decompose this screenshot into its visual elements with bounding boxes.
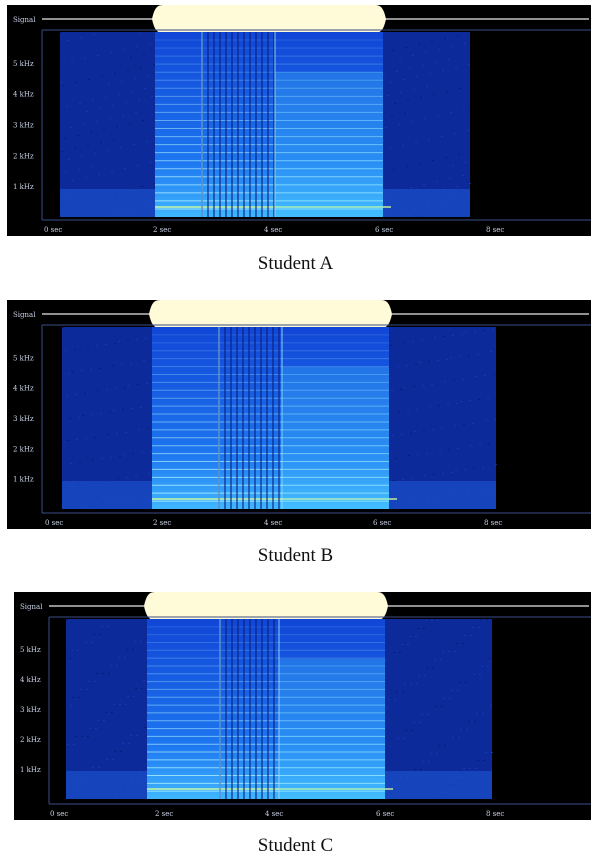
- y-tick-label: 2 kHz: [20, 736, 41, 744]
- y-tick-label: 3 kHz: [13, 122, 34, 130]
- y-tick-label: 1 kHz: [20, 766, 41, 774]
- y-tick-label: 4 kHz: [20, 676, 41, 684]
- x-tick-label: 8 sec: [486, 810, 504, 818]
- y-tick-label: 5 kHz: [20, 646, 41, 654]
- signal-label: Signal: [13, 16, 36, 24]
- x-tick-label: 2 sec: [153, 519, 171, 527]
- signal-envelope: [152, 5, 386, 33]
- x-tick-label: 0 sec: [45, 519, 63, 527]
- y-tick-label: 2 kHz: [13, 152, 34, 160]
- signal-label: Signal: [20, 603, 43, 611]
- spectrogram-a: Signal 5 kHz 4 kHz 3 kHz 2 kHz 1 kHz 0 sec 2 se…: [13, 5, 591, 234]
- voiced-region: [152, 327, 389, 509]
- y-tick-label: 4 kHz: [13, 385, 34, 393]
- x-tick-label: 8 sec: [484, 519, 502, 527]
- y-tick-label: 4 kHz: [13, 91, 34, 99]
- spectrogram-frame-b: Signal 5 kHz 4 kHz 3 kHz 2 kHz 1 kHz 0 sec 2 se…: [7, 300, 591, 529]
- spectrogram-frame-c: Signal 5 kHz 4 kHz 3 kHz 2 kHz 1 kHz 0 sec 2 se…: [14, 592, 591, 820]
- spectrogram-b: Signal 5 kHz 4 kHz 3 kHz 2 kHz 1 kHz 0 sec 2 se…: [13, 300, 591, 527]
- y-tick-label: 3 kHz: [13, 415, 34, 423]
- x-tick-label: 6 sec: [375, 226, 393, 234]
- y-tick-label: 1 kHz: [13, 476, 34, 484]
- x-tick-label: 6 sec: [373, 519, 391, 527]
- signal-envelope: [149, 300, 392, 328]
- x-tick-label: 4 sec: [265, 810, 283, 818]
- signal-label: Signal: [13, 311, 36, 319]
- x-tick-label: 2 sec: [153, 226, 171, 234]
- x-tick-label: 4 sec: [264, 226, 282, 234]
- caption-student-b: Student B: [257, 545, 334, 566]
- y-tick-label: 5 kHz: [13, 60, 34, 68]
- signal-envelope: [144, 592, 388, 620]
- x-tick-label: 0 sec: [44, 226, 62, 234]
- y-tick-label: 2 kHz: [13, 445, 34, 453]
- spectrogram-frame-a: Signal 5 kHz 4 kHz 3 kHz 2 kHz 1 kHz 0 sec 2 se…: [7, 5, 591, 236]
- spectrogram-c: Signal 5 kHz 4 kHz 3 kHz 2 kHz 1 kHz 0 sec 2 se…: [20, 592, 591, 818]
- x-tick-label: 2 sec: [155, 810, 173, 818]
- caption-student-a: Student A: [257, 253, 334, 274]
- voiced-region: [147, 619, 385, 799]
- x-tick-label: 0 sec: [50, 810, 68, 818]
- x-tick-label: 8 sec: [486, 226, 504, 234]
- y-tick-label: 3 kHz: [20, 706, 41, 714]
- caption-student-c: Student C: [257, 835, 334, 856]
- x-tick-label: 6 sec: [376, 810, 394, 818]
- y-tick-label: 1 kHz: [13, 183, 34, 191]
- y-tick-label: 5 kHz: [13, 354, 34, 362]
- x-tick-label: 4 sec: [264, 519, 282, 527]
